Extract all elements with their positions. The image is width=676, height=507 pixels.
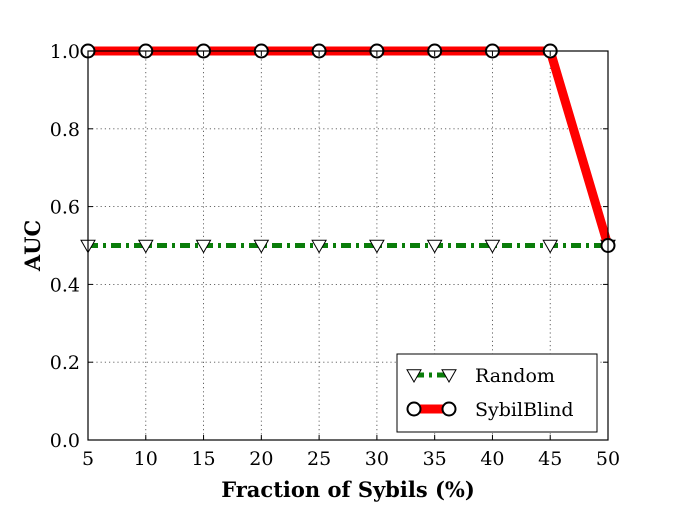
y-tick-label: 0.4 xyxy=(50,274,80,296)
random-point xyxy=(253,239,270,254)
y-tick-label: 0.6 xyxy=(50,197,80,219)
y-tick-label: 0.0 xyxy=(50,430,80,452)
legend-sybilblind-marker xyxy=(406,401,422,417)
x-axis-label: Fraction of Sybils (%) xyxy=(221,477,475,502)
x-tick-label: 25 xyxy=(307,448,331,470)
legend-random-marker xyxy=(441,369,457,384)
series-layer xyxy=(80,43,616,254)
legend-random-label: Random xyxy=(475,365,555,387)
random-point xyxy=(426,239,443,254)
x-tick-label: 20 xyxy=(249,448,273,470)
axis-ticks: 5 10 15 20 25 30 35 40 45 50 0.0 0.2 0.4 0.6 0.8 1.0 xyxy=(50,41,620,470)
random-point xyxy=(195,239,212,254)
plot-area-frame xyxy=(87,50,609,441)
y-tick-label: 1.0 xyxy=(50,41,80,63)
x-tick-label: 45 xyxy=(538,448,562,470)
x-tick-label: 5 xyxy=(82,448,94,470)
sybilblind-series-line xyxy=(88,46,613,247)
x-tick-label: 50 xyxy=(596,448,620,470)
random-point xyxy=(311,239,327,254)
x-tick-label: 35 xyxy=(423,448,447,470)
legend-sybilblind-label: SybilBlind xyxy=(475,399,574,421)
random-point xyxy=(137,239,154,254)
legend: Random SybilBlind xyxy=(396,353,598,433)
random-point xyxy=(542,239,559,254)
legend-sybilblind-marker xyxy=(441,401,457,417)
legend-box xyxy=(396,353,598,433)
random-point xyxy=(369,239,385,254)
x-tick-label: 15 xyxy=(191,448,215,470)
legend-random-marker xyxy=(406,369,422,384)
x-tick-label: 40 xyxy=(480,448,504,470)
y-axis-label: AUC xyxy=(20,220,45,272)
y-tick-label: 0.8 xyxy=(50,119,80,141)
x-tick-label: 10 xyxy=(134,448,158,470)
random-point xyxy=(484,239,501,254)
y-tick-label: 0.2 xyxy=(50,352,80,374)
x-tick-label: 30 xyxy=(365,448,389,470)
